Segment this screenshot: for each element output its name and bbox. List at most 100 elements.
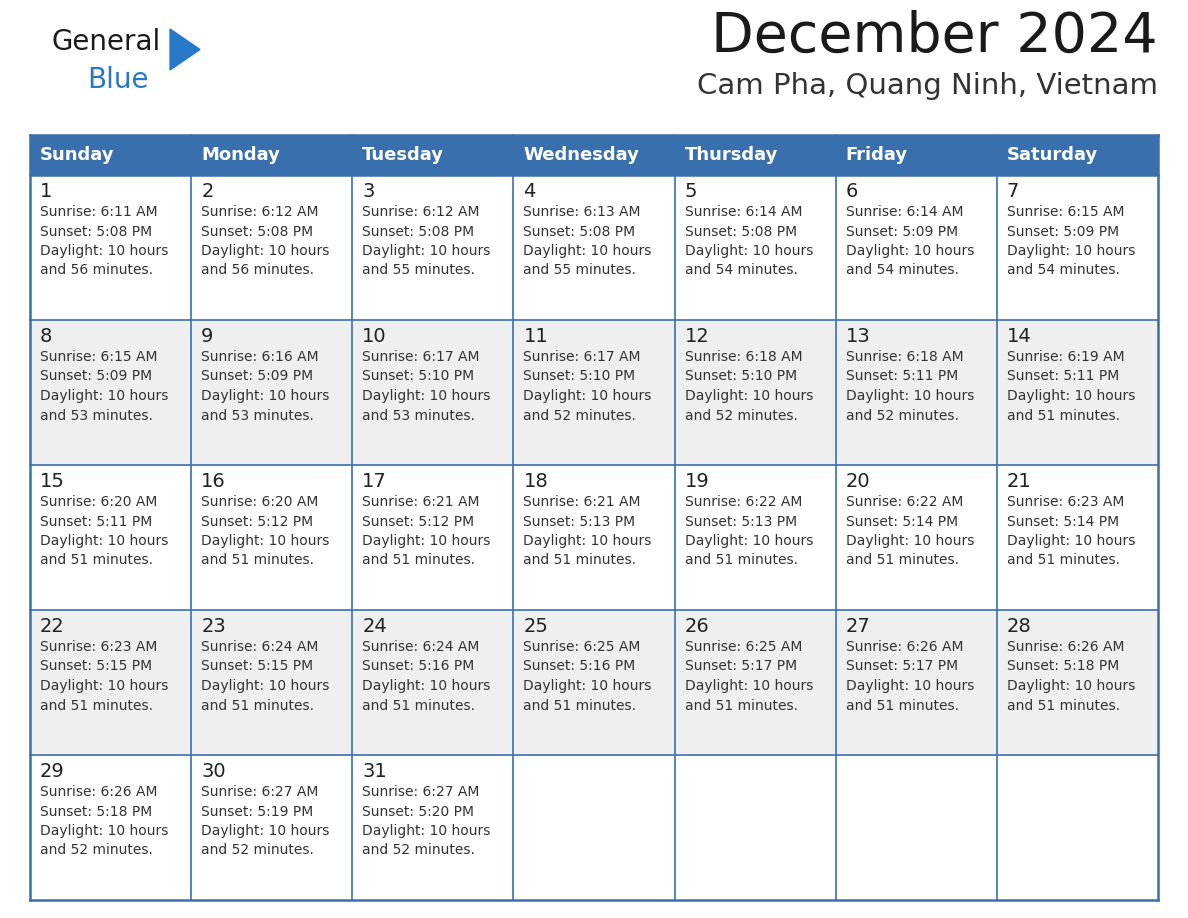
Text: Sunset: 5:15 PM: Sunset: 5:15 PM — [201, 659, 314, 674]
Text: Daylight: 10 hours: Daylight: 10 hours — [1007, 244, 1136, 258]
Text: 9: 9 — [201, 327, 214, 346]
Text: Daylight: 10 hours: Daylight: 10 hours — [40, 534, 169, 548]
Text: and 55 minutes.: and 55 minutes. — [362, 263, 475, 277]
Text: Wednesday: Wednesday — [524, 146, 639, 164]
Bar — [30, 610, 191, 755]
Text: 22: 22 — [40, 617, 65, 636]
Text: Sunrise: 6:24 AM: Sunrise: 6:24 AM — [201, 640, 318, 654]
Text: Sunset: 5:20 PM: Sunset: 5:20 PM — [362, 804, 474, 819]
Polygon shape — [170, 29, 200, 70]
Text: Sunset: 5:09 PM: Sunset: 5:09 PM — [1007, 225, 1119, 239]
Text: Sunset: 5:11 PM: Sunset: 5:11 PM — [846, 370, 958, 384]
Bar — [513, 175, 675, 320]
Text: and 51 minutes.: and 51 minutes. — [201, 554, 314, 567]
Bar — [191, 320, 353, 465]
Text: and 51 minutes.: and 51 minutes. — [684, 699, 797, 712]
Text: and 56 minutes.: and 56 minutes. — [201, 263, 314, 277]
Text: Saturday: Saturday — [1007, 146, 1098, 164]
Text: and 51 minutes.: and 51 minutes. — [1007, 554, 1120, 567]
Text: Daylight: 10 hours: Daylight: 10 hours — [40, 679, 169, 693]
Text: 11: 11 — [524, 327, 548, 346]
Text: and 51 minutes.: and 51 minutes. — [684, 554, 797, 567]
Text: Sunrise: 6:21 AM: Sunrise: 6:21 AM — [524, 495, 642, 509]
Text: Daylight: 10 hours: Daylight: 10 hours — [362, 389, 491, 403]
Bar — [353, 755, 513, 900]
Text: and 51 minutes.: and 51 minutes. — [40, 554, 153, 567]
Text: Sunrise: 6:23 AM: Sunrise: 6:23 AM — [1007, 495, 1124, 509]
Text: Sunrise: 6:18 AM: Sunrise: 6:18 AM — [846, 350, 963, 364]
Bar — [191, 465, 353, 610]
Text: and 51 minutes.: and 51 minutes. — [362, 699, 475, 712]
Text: Sunrise: 6:24 AM: Sunrise: 6:24 AM — [362, 640, 480, 654]
Text: 8: 8 — [40, 327, 52, 346]
Text: 3: 3 — [362, 182, 374, 201]
Text: 7: 7 — [1007, 182, 1019, 201]
Bar — [675, 465, 835, 610]
Text: Friday: Friday — [846, 146, 908, 164]
Text: 25: 25 — [524, 617, 549, 636]
Text: and 51 minutes.: and 51 minutes. — [40, 699, 153, 712]
Text: 17: 17 — [362, 472, 387, 491]
Bar — [513, 755, 675, 900]
Text: Sunday: Sunday — [40, 146, 114, 164]
Text: Daylight: 10 hours: Daylight: 10 hours — [1007, 389, 1136, 403]
Bar — [191, 175, 353, 320]
Text: 24: 24 — [362, 617, 387, 636]
Text: Sunset: 5:08 PM: Sunset: 5:08 PM — [362, 225, 474, 239]
Text: 28: 28 — [1007, 617, 1031, 636]
Text: 2: 2 — [201, 182, 214, 201]
Text: and 51 minutes.: and 51 minutes. — [846, 699, 959, 712]
Text: Sunset: 5:18 PM: Sunset: 5:18 PM — [40, 804, 152, 819]
Text: 16: 16 — [201, 472, 226, 491]
Text: Sunset: 5:08 PM: Sunset: 5:08 PM — [524, 225, 636, 239]
Text: Daylight: 10 hours: Daylight: 10 hours — [846, 679, 974, 693]
Text: Sunset: 5:15 PM: Sunset: 5:15 PM — [40, 659, 152, 674]
Text: 26: 26 — [684, 617, 709, 636]
Text: 29: 29 — [40, 762, 65, 781]
Bar — [191, 755, 353, 900]
Text: 27: 27 — [846, 617, 871, 636]
Bar — [835, 610, 997, 755]
Text: Sunrise: 6:11 AM: Sunrise: 6:11 AM — [40, 205, 158, 219]
Text: and 54 minutes.: and 54 minutes. — [846, 263, 959, 277]
Text: and 51 minutes.: and 51 minutes. — [524, 699, 637, 712]
Bar — [997, 320, 1158, 465]
Text: Sunrise: 6:26 AM: Sunrise: 6:26 AM — [1007, 640, 1124, 654]
Text: Daylight: 10 hours: Daylight: 10 hours — [362, 244, 491, 258]
Text: Daylight: 10 hours: Daylight: 10 hours — [524, 534, 652, 548]
Bar — [191, 135, 353, 175]
Text: Sunrise: 6:23 AM: Sunrise: 6:23 AM — [40, 640, 157, 654]
Text: Sunset: 5:11 PM: Sunset: 5:11 PM — [40, 514, 152, 529]
Text: and 54 minutes.: and 54 minutes. — [684, 263, 797, 277]
Text: Sunrise: 6:18 AM: Sunrise: 6:18 AM — [684, 350, 802, 364]
Text: Blue: Blue — [87, 66, 148, 94]
Text: Daylight: 10 hours: Daylight: 10 hours — [1007, 534, 1136, 548]
Bar — [675, 610, 835, 755]
Text: Daylight: 10 hours: Daylight: 10 hours — [684, 244, 813, 258]
Bar — [997, 175, 1158, 320]
Text: Daylight: 10 hours: Daylight: 10 hours — [201, 389, 329, 403]
Bar — [191, 610, 353, 755]
Text: Sunset: 5:08 PM: Sunset: 5:08 PM — [684, 225, 797, 239]
Bar — [835, 175, 997, 320]
Text: 14: 14 — [1007, 327, 1031, 346]
Text: 12: 12 — [684, 327, 709, 346]
Text: Sunset: 5:18 PM: Sunset: 5:18 PM — [1007, 659, 1119, 674]
Text: and 51 minutes.: and 51 minutes. — [846, 554, 959, 567]
Text: Sunset: 5:10 PM: Sunset: 5:10 PM — [684, 370, 797, 384]
Text: Sunset: 5:08 PM: Sunset: 5:08 PM — [201, 225, 314, 239]
Text: Sunset: 5:17 PM: Sunset: 5:17 PM — [846, 659, 958, 674]
Bar — [997, 465, 1158, 610]
Text: Sunrise: 6:26 AM: Sunrise: 6:26 AM — [846, 640, 963, 654]
Bar — [30, 175, 191, 320]
Text: Sunset: 5:08 PM: Sunset: 5:08 PM — [40, 225, 152, 239]
Bar — [30, 320, 191, 465]
Text: Sunset: 5:13 PM: Sunset: 5:13 PM — [524, 514, 636, 529]
Text: Sunset: 5:16 PM: Sunset: 5:16 PM — [362, 659, 474, 674]
Text: 23: 23 — [201, 617, 226, 636]
Text: Daylight: 10 hours: Daylight: 10 hours — [846, 389, 974, 403]
Text: Daylight: 10 hours: Daylight: 10 hours — [201, 534, 329, 548]
Text: 21: 21 — [1007, 472, 1031, 491]
Bar — [513, 320, 675, 465]
Text: Daylight: 10 hours: Daylight: 10 hours — [201, 679, 329, 693]
